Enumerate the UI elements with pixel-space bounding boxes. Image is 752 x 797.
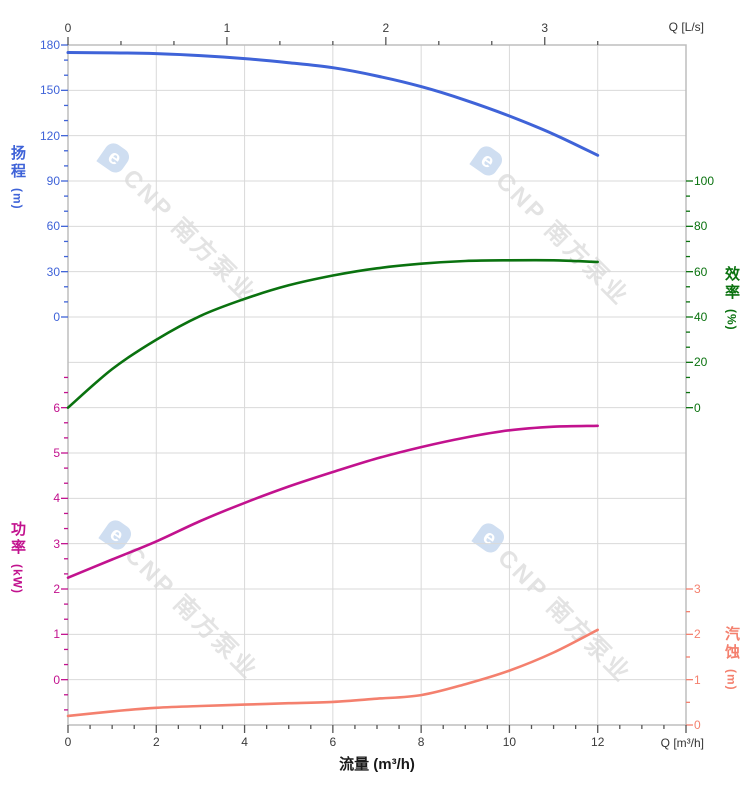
efficiency-tick-label: 60 — [694, 264, 708, 279]
head-tick-label: 180 — [39, 38, 60, 52]
head-curve — [66, 51, 600, 157]
bottom-axis-tick-label: 4 — [241, 735, 248, 749]
power-curve — [66, 424, 599, 579]
npsh-tick-label: 0 — [694, 718, 701, 732]
head-axis-unit: (m) — [10, 188, 25, 210]
plot-border — [67, 44, 687, 726]
npsh-tick-label: 2 — [694, 627, 701, 642]
efficiency-axis-title: 效率 (%) — [721, 266, 742, 331]
efficiency-tick-label: 0 — [694, 400, 701, 415]
bottom-axis-tick-label: 8 — [417, 735, 425, 749]
efficiency-curve — [66, 258, 599, 409]
top-axis-tick-label: 2 — [382, 21, 390, 35]
npsh-curve — [66, 628, 599, 718]
top-axis-unit-label: Q [L/s] — [668, 20, 704, 34]
efficiency-axis-title-cn: 效率 — [723, 266, 740, 302]
power-tick-label: 6 — [53, 400, 60, 415]
npsh-axis-unit: (m) — [724, 669, 739, 691]
bottom-axis-tick-label: 6 — [329, 735, 337, 749]
bottom-axis-tick-label: 12 — [591, 735, 605, 749]
head-tick-label: 150 — [39, 83, 60, 98]
power-tick-label: 1 — [53, 627, 60, 642]
efficiency-tick-label: 100 — [694, 174, 715, 188]
efficiency-axis-unit: (%) — [724, 309, 739, 331]
head-tick-label: 60 — [46, 219, 60, 234]
top-axis-tick-label: 0 — [64, 21, 72, 35]
power-axis-unit: (kW) — [10, 564, 25, 594]
power-axis-title-cn: 功率 — [9, 521, 26, 557]
npsh-axis-title: 汽蚀 (m) — [721, 626, 742, 691]
npsh-tick-label: 1 — [694, 672, 701, 687]
power-tick-label: 5 — [53, 446, 60, 460]
bottom-axis-unit-label: Q [m³/h] — [660, 736, 704, 750]
npsh-tick-label: 3 — [694, 582, 701, 596]
head-axis-title-cn: 扬程 — [9, 145, 26, 181]
top-axis-tick-label: 3 — [541, 21, 549, 35]
head-axis-title: 扬程 (m) — [7, 145, 28, 210]
power-axis-title: 功率 (kW) — [7, 521, 28, 594]
power-tick-label: 0 — [53, 672, 60, 687]
efficiency-tick-label: 80 — [694, 219, 708, 234]
efficiency-tick-label: 40 — [694, 310, 708, 324]
bottom-axis-tick-label: 10 — [502, 735, 517, 749]
power-tick-label: 3 — [53, 536, 60, 551]
head-tick-label: 0 — [53, 310, 60, 324]
head-tick-label: 90 — [46, 174, 60, 188]
efficiency-tick-label: 20 — [694, 355, 708, 370]
head-tick-label: 30 — [46, 264, 60, 279]
bottom-axis-tick-label: 0 — [64, 735, 72, 749]
bottom-axis-tick-label: 2 — [152, 735, 160, 749]
head-tick-label: 120 — [39, 128, 60, 143]
power-tick-label: 4 — [53, 491, 60, 506]
power-tick-label: 2 — [53, 582, 60, 596]
x-axis-title: 流量 (m³/h) — [339, 756, 415, 773]
top-axis-tick-label: 1 — [223, 21, 231, 35]
npsh-axis-title-cn: 汽蚀 — [723, 626, 740, 662]
